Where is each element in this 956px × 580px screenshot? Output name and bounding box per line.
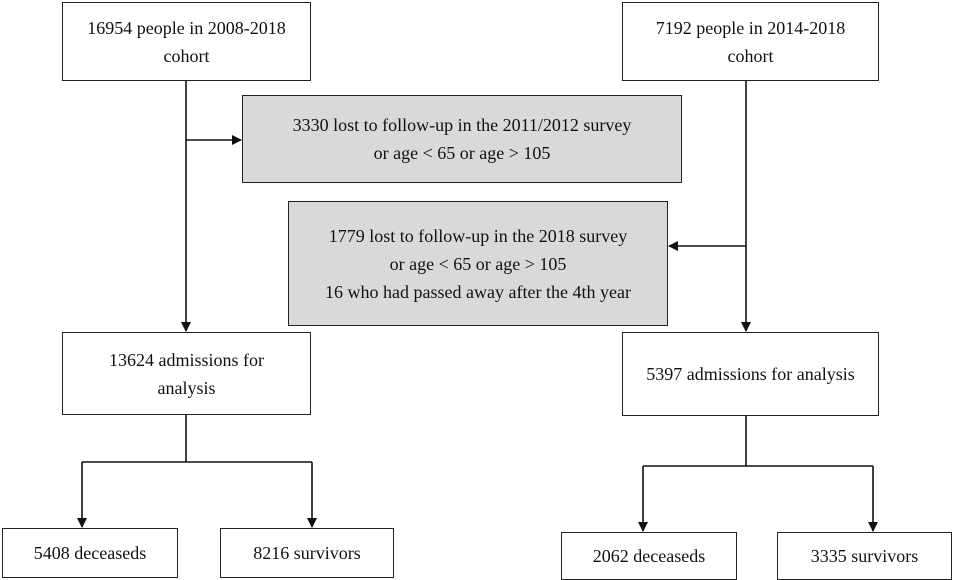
cohort-a-analysis-line-2: analysis bbox=[157, 377, 216, 398]
cohort-b-exclusion-line-1: 1779 lost to follow-up in the 2018 surve… bbox=[328, 225, 628, 246]
cohort-b-exclusion-box: 1779 lost to follow-up in the 2018 surve… bbox=[288, 201, 668, 326]
cohort-b-deceased-box: 2062 deceaseds bbox=[561, 532, 737, 580]
cohort-b-start-box: 7192 people in 2014-2018 cohort bbox=[622, 2, 879, 81]
cohort-b-survivors-label: 3335 survivors bbox=[810, 546, 919, 566]
cohort-a-analysis-line-1: 13624 admissions for bbox=[109, 349, 264, 370]
cohort-a-survivors-box: 8216 survivors bbox=[220, 528, 394, 578]
cohort-b-deceased-label: 2062 deceaseds bbox=[592, 546, 706, 566]
cohort-a-exclusion-box: 3330 lost to follow-up in the 2011/2012 … bbox=[242, 95, 682, 183]
cohort-a-start-line-2: cohort bbox=[163, 45, 210, 66]
cohort-b-exclusion-line-3: 16 who had passed away after the 4th yea… bbox=[325, 281, 631, 302]
cohort-b-analysis-box: 5397 admissions for analysis bbox=[622, 332, 879, 416]
cohort-a-exclusion-line-1: 3330 lost to follow-up in the 2011/2012 … bbox=[292, 115, 632, 135]
cohort-a-start-box: 16954 people in 2008-2018 cohort bbox=[62, 2, 311, 81]
cohort-a-exclusion-line-2: or age < 65 or age > 105 bbox=[373, 143, 551, 163]
cohort-b-exclusion-line-2: or age < 65 or age > 105 bbox=[389, 253, 567, 274]
cohort-b-start-line-2: cohort bbox=[727, 45, 774, 66]
cohort-b-survivors-box: 3335 survivors bbox=[777, 532, 952, 580]
cohort-b-analysis-label: 5397 admissions for analysis bbox=[646, 364, 855, 384]
cohort-a-start-line-1: 16954 people in 2008-2018 bbox=[87, 17, 286, 38]
cohort-a-deceased-label: 5408 deceaseds bbox=[33, 543, 147, 563]
cohort-b-start-line-1: 7192 people in 2014-2018 bbox=[655, 17, 846, 38]
cohort-a-deceased-box: 5408 deceaseds bbox=[2, 528, 178, 578]
cohort-a-survivors-label: 8216 survivors bbox=[253, 543, 361, 563]
cohort-a-analysis-box: 13624 admissions for analysis bbox=[62, 332, 311, 415]
